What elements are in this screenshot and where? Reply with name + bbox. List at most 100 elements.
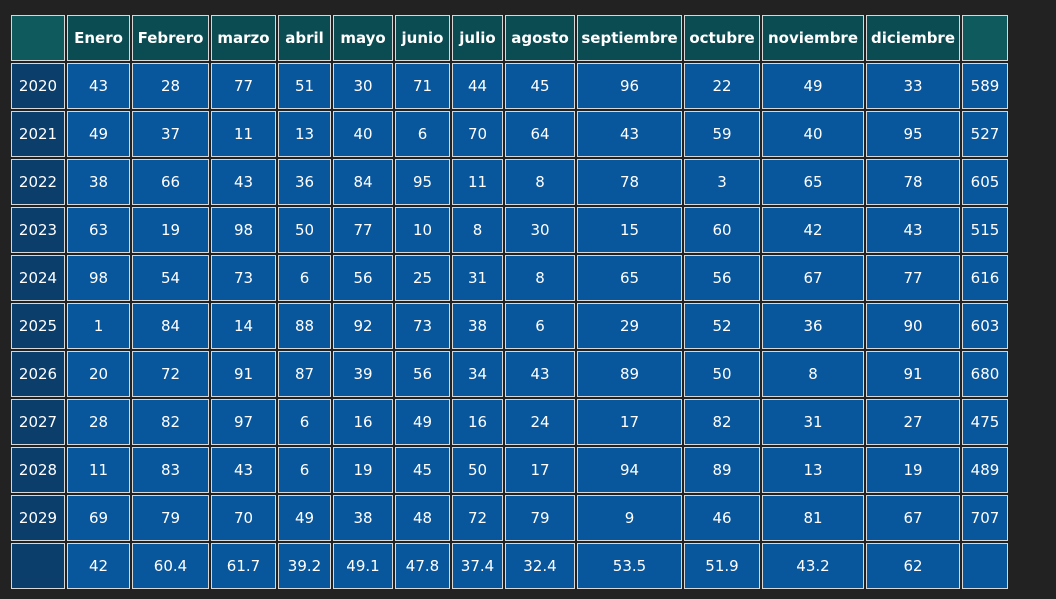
- value-cell: 11: [67, 447, 130, 493]
- value-cell: 50: [684, 351, 760, 397]
- value-cell: 38: [333, 495, 393, 541]
- value-cell: 82: [684, 399, 760, 445]
- row-total-cell: 489: [962, 447, 1008, 493]
- table-row: 2023 63 19 98 50 77 10 8 30 15 60 42 43 515: [11, 207, 1008, 253]
- value-cell: 77: [211, 63, 276, 109]
- average-cell: 47.8: [395, 543, 450, 589]
- month-header: noviembre: [762, 15, 864, 61]
- value-cell: 8: [505, 255, 575, 301]
- value-cell: 51: [278, 63, 331, 109]
- year-cell: 2027: [11, 399, 65, 445]
- value-cell: 6: [278, 447, 331, 493]
- value-cell: 49: [278, 495, 331, 541]
- average-cell: 51.9: [684, 543, 760, 589]
- value-cell: 43: [866, 207, 960, 253]
- value-cell: 73: [395, 303, 450, 349]
- value-cell: 14: [211, 303, 276, 349]
- row-total-cell: 707: [962, 495, 1008, 541]
- value-cell: 49: [67, 111, 130, 157]
- month-header: diciembre: [866, 15, 960, 61]
- value-cell: 91: [866, 351, 960, 397]
- value-cell: 8: [452, 207, 503, 253]
- value-cell: 50: [278, 207, 331, 253]
- value-cell: 34: [452, 351, 503, 397]
- year-cell: 2023: [11, 207, 65, 253]
- average-cell: 60.4: [132, 543, 209, 589]
- year-cell: 2026: [11, 351, 65, 397]
- table-row: 2029 69 79 70 49 38 48 72 79 9 46 81 67 707: [11, 495, 1008, 541]
- value-cell: 1: [67, 303, 130, 349]
- value-cell: 79: [505, 495, 575, 541]
- value-cell: 22: [684, 63, 760, 109]
- value-cell: 67: [762, 255, 864, 301]
- row-total-cell: 589: [962, 63, 1008, 109]
- table-row: 2021 49 37 11 13 40 6 70 64 43 59 40 95 527: [11, 111, 1008, 157]
- value-cell: 37: [132, 111, 209, 157]
- table-row: 2028 11 83 43 6 19 45 50 17 94 89 13 19 489: [11, 447, 1008, 493]
- year-cell: 2022: [11, 159, 65, 205]
- value-cell: 20: [67, 351, 130, 397]
- averages-total-cell: [962, 543, 1008, 589]
- data-table-container: Enero Febrero marzo abril mayo junio jul…: [9, 13, 1010, 591]
- value-cell: 73: [211, 255, 276, 301]
- table-row: 2024 98 54 73 6 56 25 31 8 65 56 67 77 616: [11, 255, 1008, 301]
- value-cell: 40: [762, 111, 864, 157]
- value-cell: 50: [452, 447, 503, 493]
- value-cell: 65: [762, 159, 864, 205]
- value-cell: 71: [395, 63, 450, 109]
- value-cell: 28: [67, 399, 130, 445]
- month-header: Enero: [67, 15, 130, 61]
- value-cell: 19: [866, 447, 960, 493]
- value-cell: 15: [577, 207, 682, 253]
- value-cell: 52: [684, 303, 760, 349]
- value-cell: 3: [684, 159, 760, 205]
- month-header: julio: [452, 15, 503, 61]
- row-total-cell: 605: [962, 159, 1008, 205]
- value-cell: 16: [333, 399, 393, 445]
- month-header: junio: [395, 15, 450, 61]
- average-cell: 49.1: [333, 543, 393, 589]
- value-cell: 89: [684, 447, 760, 493]
- value-cell: 90: [866, 303, 960, 349]
- value-cell: 43: [211, 447, 276, 493]
- value-cell: 13: [278, 111, 331, 157]
- row-total-cell: 527: [962, 111, 1008, 157]
- total-header-cell: [962, 15, 1008, 61]
- value-cell: 9: [577, 495, 682, 541]
- value-cell: 72: [452, 495, 503, 541]
- value-cell: 70: [211, 495, 276, 541]
- table-row: 2025 1 84 14 88 92 73 38 6 29 52 36 90 603: [11, 303, 1008, 349]
- average-cell: 39.2: [278, 543, 331, 589]
- value-cell: 24: [505, 399, 575, 445]
- corner-cell: [11, 15, 65, 61]
- month-header: octubre: [684, 15, 760, 61]
- value-cell: 39: [333, 351, 393, 397]
- value-cell: 31: [452, 255, 503, 301]
- row-total-cell: 475: [962, 399, 1008, 445]
- year-cell: 2021: [11, 111, 65, 157]
- value-cell: 94: [577, 447, 682, 493]
- year-cell: 2028: [11, 447, 65, 493]
- value-cell: 30: [505, 207, 575, 253]
- value-cell: 31: [762, 399, 864, 445]
- row-total-cell: 616: [962, 255, 1008, 301]
- average-cell: 61.7: [211, 543, 276, 589]
- value-cell: 87: [278, 351, 331, 397]
- value-cell: 17: [505, 447, 575, 493]
- value-cell: 91: [211, 351, 276, 397]
- value-cell: 36: [762, 303, 864, 349]
- value-cell: 43: [211, 159, 276, 205]
- average-cell: 53.5: [577, 543, 682, 589]
- value-cell: 64: [505, 111, 575, 157]
- row-total-cell: 603: [962, 303, 1008, 349]
- value-cell: 29: [577, 303, 682, 349]
- value-cell: 77: [333, 207, 393, 253]
- value-cell: 66: [132, 159, 209, 205]
- table-row: 2027 28 82 97 6 16 49 16 24 17 82 31 27 475: [11, 399, 1008, 445]
- average-cell: 43.2: [762, 543, 864, 589]
- year-cell: 2020: [11, 63, 65, 109]
- value-cell: 43: [67, 63, 130, 109]
- value-cell: 89: [577, 351, 682, 397]
- value-cell: 6: [278, 399, 331, 445]
- averages-label-cell: [11, 543, 65, 589]
